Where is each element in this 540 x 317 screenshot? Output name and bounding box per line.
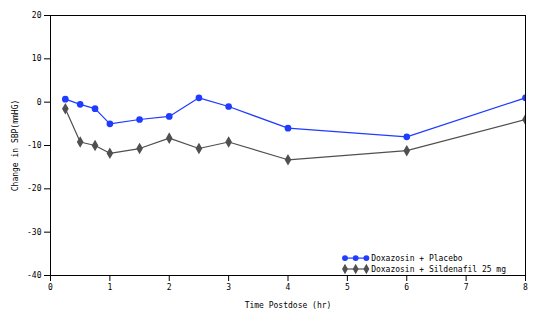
svg-text:4: 4	[286, 283, 291, 292]
svg-text:0: 0	[48, 283, 53, 292]
svg-text:8: 8	[523, 283, 528, 292]
svg-text:Doxazosin + Sildenafil 25 mg: Doxazosin + Sildenafil 25 mg	[371, 265, 506, 274]
svg-text:1: 1	[107, 283, 112, 292]
svg-text:-30: -30	[27, 228, 42, 237]
svg-text:10: 10	[32, 54, 42, 63]
svg-text:5: 5	[345, 283, 350, 292]
svg-text:2: 2	[167, 283, 172, 292]
svg-text:20: 20	[32, 11, 42, 20]
svg-text:Change in SBP(mmHG): Change in SBP(mmHG)	[11, 100, 20, 192]
svg-text:3: 3	[226, 283, 231, 292]
svg-text:7: 7	[464, 283, 469, 292]
svg-text:Doxazosin + Placebo: Doxazosin + Placebo	[371, 254, 463, 263]
svg-text:6: 6	[404, 283, 409, 292]
svg-text:-20: -20	[27, 184, 42, 193]
svg-text:-40: -40	[27, 271, 42, 280]
svg-text:-10: -10	[27, 141, 42, 150]
svg-text:Time Postdose (hr): Time Postdose (hr)	[245, 301, 332, 310]
svg-text:0: 0	[37, 98, 42, 107]
